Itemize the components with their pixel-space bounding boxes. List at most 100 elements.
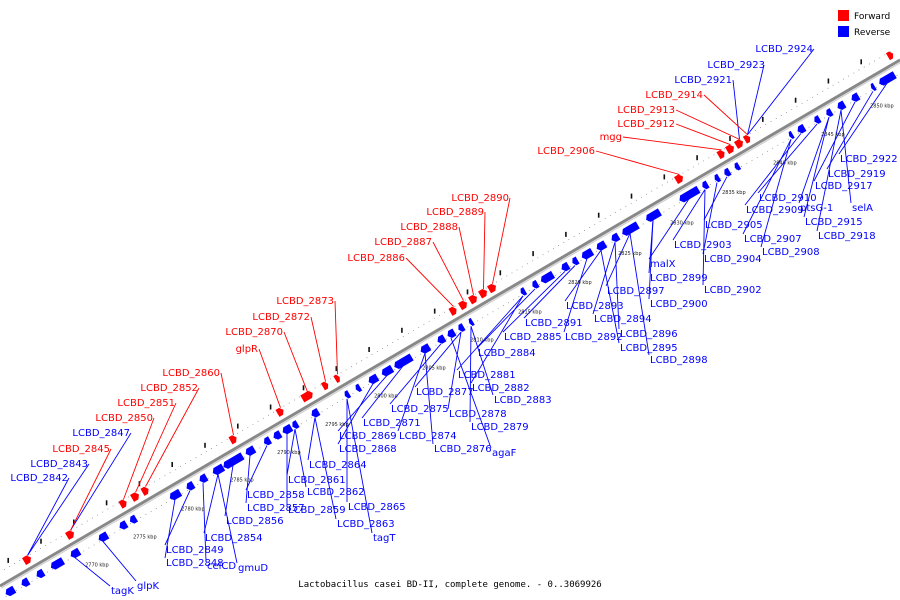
- scale-dot: [625, 205, 627, 207]
- scale-dot: [604, 217, 606, 219]
- gene-label: LCBD_2878: [449, 409, 507, 420]
- reverse-gene: [468, 317, 475, 326]
- gene-label: LCBD_2851: [117, 398, 175, 409]
- scale-dot: [356, 363, 358, 365]
- scale-dot: [155, 508, 157, 510]
- leader-line: [217, 474, 238, 564]
- scale-dot: [539, 284, 541, 285]
- scale-tick: [597, 212, 600, 218]
- scale-dot: [345, 369, 347, 371]
- scale-dot: [630, 202, 632, 204]
- scale-dot: [36, 577, 38, 579]
- forward-gene: [118, 499, 127, 509]
- gene-label: LCBD_2919: [828, 169, 886, 180]
- gene-label: selA: [852, 203, 873, 214]
- scale-dot: [428, 320, 430, 322]
- scale-tick: [696, 155, 698, 161]
- scale-dot: [646, 193, 648, 195]
- gene-label: LCBD_2883: [494, 395, 552, 406]
- reverse-gene: [702, 180, 710, 190]
- scale-dot: [699, 190, 701, 192]
- scale-dot: [663, 211, 665, 213]
- scale-dot: [751, 159, 753, 161]
- forward-gene: [65, 530, 74, 540]
- forward-gene: [320, 381, 329, 391]
- scale-dot: [584, 230, 585, 231]
- scale-dot: [528, 290, 530, 292]
- scale-dot: [117, 502, 119, 504]
- scale-dot: [464, 299, 466, 301]
- scale-dot: [865, 93, 867, 95]
- scale-dot: [822, 90, 824, 92]
- leader-line: [470, 326, 494, 396]
- scale-dot: [150, 511, 152, 513]
- gene-label: LCBD_2917: [815, 181, 873, 192]
- forward-gene: [140, 486, 149, 496]
- scale-dot: [93, 544, 95, 546]
- scale-dot: [171, 499, 173, 500]
- scale-tick: [794, 97, 797, 103]
- scale-dot: [216, 445, 218, 446]
- scale-dot: [513, 299, 515, 301]
- gene-label: LCBD_2882: [472, 383, 530, 394]
- scale-dot: [661, 184, 663, 186]
- forward-gene: [468, 294, 477, 305]
- gene-label: LCBD_2845: [52, 444, 110, 455]
- leader-line: [798, 116, 830, 204]
- leader-line: [675, 109, 740, 140]
- scale-dot: [599, 220, 601, 222]
- reverse-gene: [344, 390, 352, 399]
- leader-line: [397, 353, 426, 432]
- scale-dot: [207, 477, 209, 479]
- reverse-gene: [70, 547, 82, 559]
- scale-dot: [325, 381, 326, 383]
- gene-label: LCBD_2913: [617, 105, 675, 116]
- gene-label: celCD: [207, 561, 236, 572]
- scale-dot: [454, 305, 456, 307]
- gene-label: LCBD_2909: [746, 205, 804, 216]
- scale-dot: [128, 496, 130, 498]
- gene-label: LCBD_2907: [744, 234, 802, 245]
- scale-tick: [171, 462, 173, 467]
- leader-line: [629, 233, 650, 356]
- tick-label: 2790 kbp: [277, 450, 301, 456]
- reverse-gene: [870, 82, 877, 91]
- leader-line: [337, 375, 388, 432]
- gene-label: LCBD_2889: [426, 207, 484, 218]
- leader-line: [742, 139, 792, 235]
- scale-dot: [314, 387, 316, 389]
- gene-label: malX: [650, 259, 676, 270]
- gene-label: LCBD_2895: [620, 343, 678, 354]
- scale-dot: [708, 157, 710, 159]
- reverse-gene: [572, 256, 580, 266]
- reverse-gene: [581, 248, 595, 260]
- scale-dot: [247, 426, 249, 428]
- scale-dot: [221, 441, 223, 443]
- scale-dot: [710, 184, 712, 186]
- scale-dot: [200, 454, 202, 455]
- gene-label: LCBD_2915: [805, 217, 863, 228]
- gene-label: LCBD_2910: [759, 193, 817, 204]
- scale-dot: [257, 420, 259, 422]
- scale-dot: [843, 78, 844, 80]
- scale-dot: [387, 345, 389, 346]
- scale-dot: [482, 317, 484, 319]
- scale-dot: [875, 87, 877, 89]
- gene-label: LCBD_2847: [72, 428, 130, 439]
- gene-label: glpK: [137, 581, 159, 592]
- scale-dot: [868, 63, 870, 65]
- gene-label: LCBD_2864: [309, 460, 367, 471]
- scale-dot: [713, 154, 715, 156]
- scale-tick: [105, 500, 108, 506]
- leader-line: [307, 417, 316, 461]
- scale-dot: [394, 368, 396, 370]
- reverse-gene: [851, 92, 861, 102]
- scale-dot: [782, 141, 784, 143]
- gene-label: LCBD_2921: [674, 75, 732, 86]
- scale-dot: [502, 305, 504, 307]
- scale-dot: [495, 281, 497, 283]
- leader-line: [203, 473, 219, 534]
- scale-dot: [242, 429, 244, 431]
- scale-dot: [635, 199, 637, 201]
- leader-line: [838, 82, 888, 155]
